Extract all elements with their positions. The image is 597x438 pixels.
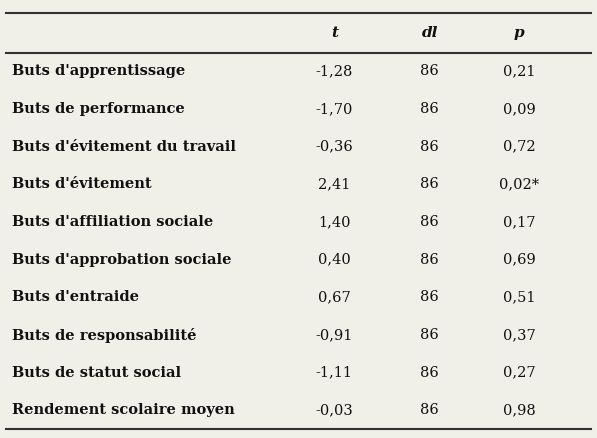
Text: 86: 86 xyxy=(420,177,439,191)
Text: 0,98: 0,98 xyxy=(503,403,536,417)
Text: 0,40: 0,40 xyxy=(318,253,350,267)
Text: Rendement scolaire moyen: Rendement scolaire moyen xyxy=(12,403,235,417)
Text: 86: 86 xyxy=(420,290,439,304)
Text: 86: 86 xyxy=(420,328,439,342)
Text: -0,03: -0,03 xyxy=(315,403,353,417)
Text: dl: dl xyxy=(421,26,438,40)
Text: 86: 86 xyxy=(420,403,439,417)
Text: -1,11: -1,11 xyxy=(316,366,353,380)
Text: Buts d'apprentissage: Buts d'apprentissage xyxy=(12,64,185,78)
Text: 1,40: 1,40 xyxy=(318,215,350,229)
Text: Buts d'évitement du travail: Buts d'évitement du travail xyxy=(12,140,236,154)
Text: t: t xyxy=(331,26,338,40)
Text: 86: 86 xyxy=(420,366,439,380)
Text: 0,27: 0,27 xyxy=(503,366,536,380)
Text: -1,70: -1,70 xyxy=(316,102,353,116)
Text: Buts de performance: Buts de performance xyxy=(12,102,184,116)
Text: Buts d'approbation sociale: Buts d'approbation sociale xyxy=(12,253,232,267)
Text: 86: 86 xyxy=(420,102,439,116)
Text: 86: 86 xyxy=(420,140,439,154)
Text: Buts d'entraide: Buts d'entraide xyxy=(12,290,139,304)
Text: 0,69: 0,69 xyxy=(503,253,536,267)
Text: 0,17: 0,17 xyxy=(503,215,536,229)
Text: Buts d'affiliation sociale: Buts d'affiliation sociale xyxy=(12,215,213,229)
Text: -0,91: -0,91 xyxy=(316,328,353,342)
Text: p: p xyxy=(514,26,525,40)
Text: Buts de responsabilité: Buts de responsabilité xyxy=(12,328,196,343)
Text: 0,09: 0,09 xyxy=(503,102,536,116)
Text: 0,51: 0,51 xyxy=(503,290,536,304)
Text: 86: 86 xyxy=(420,253,439,267)
Text: 2,41: 2,41 xyxy=(318,177,350,191)
Text: 0,67: 0,67 xyxy=(318,290,350,304)
Text: Buts d'évitement: Buts d'évitement xyxy=(12,177,152,191)
Text: Buts de statut social: Buts de statut social xyxy=(12,366,181,380)
Text: 0,02*: 0,02* xyxy=(499,177,540,191)
Text: 86: 86 xyxy=(420,215,439,229)
Text: -0,36: -0,36 xyxy=(315,140,353,154)
Text: 0,72: 0,72 xyxy=(503,140,536,154)
Text: 86: 86 xyxy=(420,64,439,78)
Text: -1,28: -1,28 xyxy=(316,64,353,78)
Text: 0,37: 0,37 xyxy=(503,328,536,342)
Text: 0,21: 0,21 xyxy=(503,64,536,78)
